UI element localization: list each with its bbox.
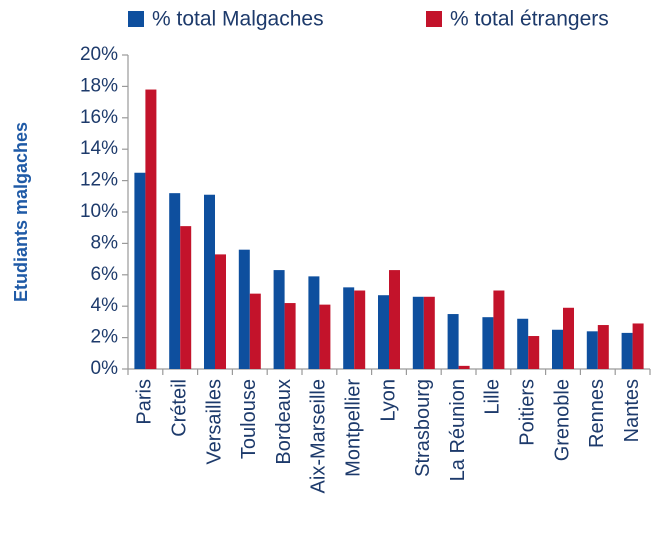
bar [458,365,470,369]
x-tick-label: Aix-Marseille [308,379,330,493]
x-tick-label: Strasbourg [412,379,434,477]
y-tick-label: 2% [91,327,119,348]
y-tick-label: 6% [91,264,119,285]
bar [632,323,644,369]
x-tick-label: Lille [482,379,504,415]
bar [204,194,215,369]
x-tick-label: Versailles [203,379,225,465]
y-tick-label: 10% [80,201,118,222]
bar [423,296,435,369]
legend-swatch [128,11,144,27]
y-tick-label: 4% [91,295,119,316]
y-tick-label: 12% [80,170,118,191]
x-tick-label: Bordeaux [273,379,295,465]
bar [586,331,598,369]
bar [319,304,331,369]
x-tick-label: Créteil [168,379,190,437]
bar [238,249,250,369]
bar [134,172,146,369]
x-tick-label: La Réunion [447,379,469,481]
y-tick-label: 16% [80,107,118,128]
y-tick-label: 20% [80,44,118,65]
bar [621,332,633,369]
bar [378,295,389,369]
bar [343,287,355,369]
x-tick-label: Rennes [586,379,608,448]
x-tick-label: Poitiers [516,379,538,446]
bar [169,193,181,369]
bar [563,307,574,369]
bar [273,270,285,369]
y-tick-label: 8% [91,232,119,253]
legend-label: % total étrangers [450,8,609,31]
bar [354,290,366,369]
bar [447,314,459,369]
bar [517,318,529,369]
x-tick-label: Paris [134,379,156,425]
y-axis-label: Etudiants malgaches [11,122,31,302]
bar [493,290,505,369]
bar [528,336,540,369]
bar [215,254,226,369]
bar [597,325,609,369]
y-tick-label: 0% [91,358,119,379]
bar [412,296,424,369]
bar [482,317,494,369]
bar [284,303,296,369]
x-tick-label: Lyon [377,379,399,422]
bar [308,276,320,369]
y-tick-label: 14% [80,138,118,159]
legend-label: % total Malgaches [152,8,324,31]
y-tick-label: 18% [80,75,118,96]
bar [180,226,192,369]
bar [249,293,261,369]
bar [389,270,400,369]
x-tick-label: Montpellier [342,379,364,477]
bar [552,329,563,369]
x-tick-label: Grenoble [551,379,573,461]
x-tick-label: Toulouse [238,379,260,459]
x-tick-label: Nantes [621,379,643,442]
legend-swatch [426,11,442,27]
bar [145,89,157,369]
